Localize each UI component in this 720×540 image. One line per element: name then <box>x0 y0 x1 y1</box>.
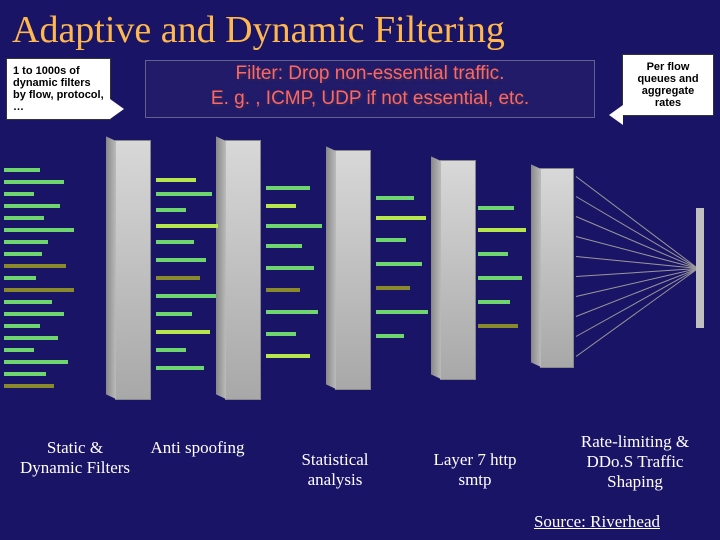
traffic-bar <box>4 312 64 316</box>
traffic-bar <box>4 264 66 268</box>
traffic-bar <box>4 336 58 340</box>
traffic-bar <box>266 266 314 270</box>
traffic-bar <box>376 216 426 220</box>
traffic-bar <box>376 286 410 290</box>
label-anti-spoofing: Anti spoofing <box>140 438 255 458</box>
traffic-bar <box>4 228 74 232</box>
callout-right: Per flow queues and aggregate rates <box>622 54 714 116</box>
banner-line1: Filter: Drop non-essential traffic. <box>150 62 590 87</box>
filter-panel-5 <box>540 168 574 368</box>
traffic-bar <box>266 354 310 358</box>
traffic-bar <box>376 262 422 266</box>
traffic-bar <box>156 348 186 352</box>
label-layer7: Layer 7 http smtp <box>420 450 530 490</box>
traffic-bar <box>478 206 514 210</box>
traffic-bar <box>4 384 54 388</box>
traffic-bar <box>156 312 192 316</box>
traffic-bar <box>4 300 52 304</box>
traffic-bar <box>156 366 204 370</box>
label-rate-limiting: Rate-limiting & DDo.S Traffic Shaping <box>560 432 710 492</box>
traffic-bar <box>478 300 510 304</box>
filter-panel-2 <box>225 140 261 400</box>
traffic-bar <box>4 324 40 328</box>
page-title: Adaptive and Dynamic Filtering <box>0 0 720 60</box>
traffic-bar <box>266 224 322 228</box>
callout-left: 1 to 1000s of dynamic filters by flow, p… <box>6 58 111 120</box>
traffic-bar <box>4 360 68 364</box>
label-statistical: Statistical analysis <box>280 450 390 490</box>
traffic-bar <box>4 216 44 220</box>
traffic-bar <box>376 310 428 314</box>
traffic-bar <box>478 276 522 280</box>
traffic-bar <box>266 204 296 208</box>
aggregator-line <box>576 176 699 269</box>
traffic-bar <box>156 330 210 334</box>
traffic-bar <box>376 238 406 242</box>
traffic-bar <box>156 276 200 280</box>
traffic-bar <box>4 348 34 352</box>
traffic-bar <box>156 258 206 262</box>
traffic-bar <box>156 294 216 298</box>
traffic-bar <box>4 276 36 280</box>
traffic-bar <box>4 180 64 184</box>
traffic-bar <box>266 332 296 336</box>
traffic-bar <box>266 310 318 314</box>
traffic-bar <box>4 204 60 208</box>
filter-panel-4 <box>440 160 476 380</box>
traffic-bar <box>156 178 196 182</box>
traffic-bar <box>4 288 74 292</box>
filter-panel-3 <box>335 150 371 390</box>
traffic-bar <box>4 252 42 256</box>
traffic-bar <box>156 224 218 228</box>
traffic-bar <box>4 168 40 172</box>
traffic-bar <box>478 252 508 256</box>
traffic-bar <box>156 192 212 196</box>
traffic-bar <box>266 186 310 190</box>
traffic-bar <box>376 334 404 338</box>
traffic-bar <box>4 372 46 376</box>
aggregator-line <box>576 268 698 337</box>
traffic-bar <box>4 240 48 244</box>
traffic-bar <box>4 192 34 196</box>
filter-banner: Filter: Drop non-essential traffic. E. g… <box>150 62 590 111</box>
traffic-bar <box>156 240 194 244</box>
aggregator-plate <box>696 208 704 328</box>
filter-panel-1 <box>115 140 151 400</box>
traffic-bar <box>376 196 414 200</box>
source-text: Source: Riverhead <box>534 512 660 532</box>
banner-line2: E. g. , ICMP, UDP if not essential, etc. <box>150 87 590 112</box>
traffic-bar <box>478 228 526 232</box>
traffic-bar <box>156 208 186 212</box>
traffic-bar <box>266 288 300 292</box>
traffic-bar <box>266 244 302 248</box>
label-static-dynamic: Static & Dynamic Filters <box>20 438 130 478</box>
traffic-bar <box>478 324 518 328</box>
